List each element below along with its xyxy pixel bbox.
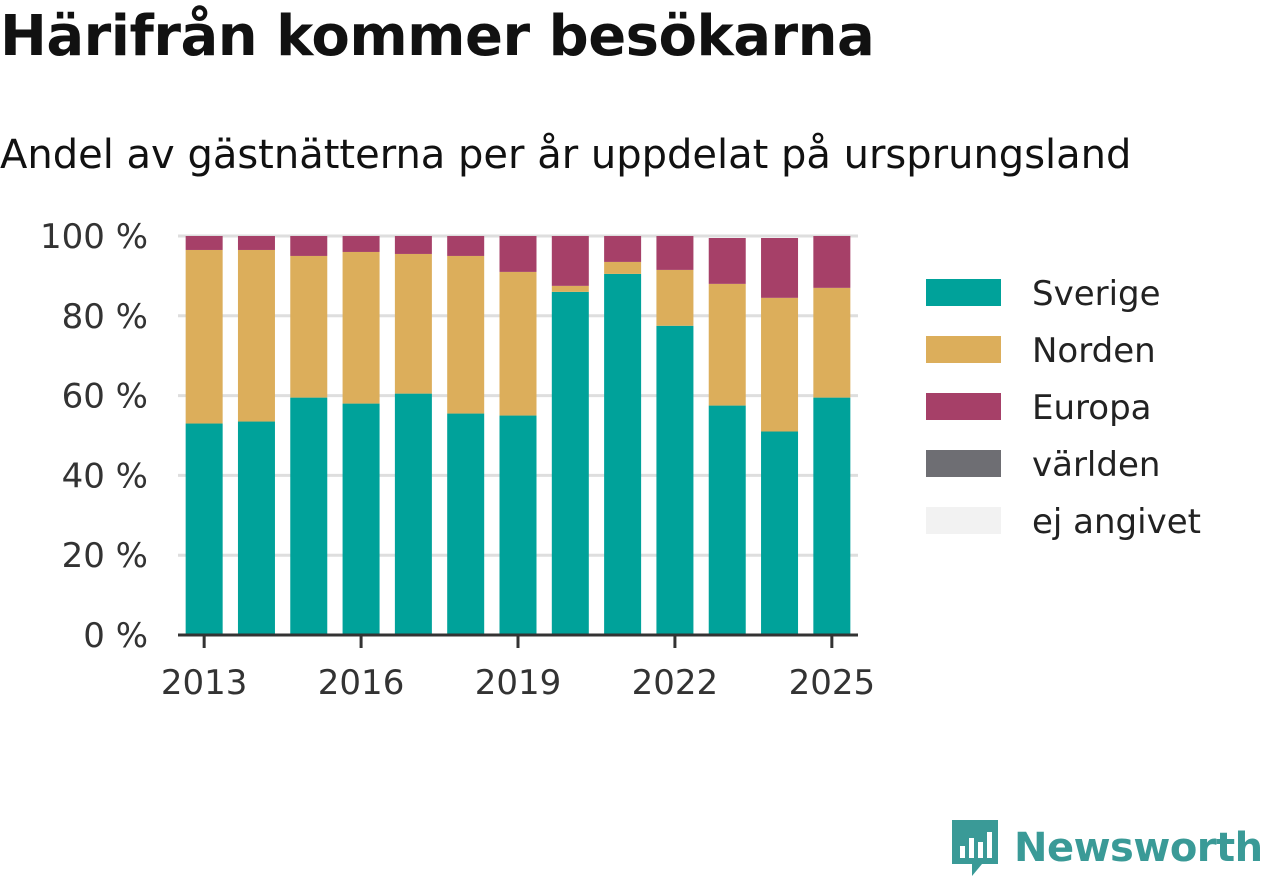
legend-label: Europa bbox=[1032, 388, 1151, 428]
brand-name: Newsworthy bbox=[1014, 825, 1262, 871]
bar-segment-norden-2022 bbox=[656, 269, 694, 326]
bar-segment-norden-2014 bbox=[237, 249, 275, 422]
legend-swatch bbox=[926, 507, 1001, 534]
bars bbox=[185, 236, 851, 635]
bar-segment-europa-2016 bbox=[342, 236, 380, 252]
y-tick-label: 40 % bbox=[62, 456, 148, 496]
y-tick-label: 60 % bbox=[62, 377, 148, 417]
bar-segment-norden-2025 bbox=[813, 287, 851, 398]
chart-title: Härifrån kommer besökarna bbox=[0, 4, 875, 69]
bar-segment-sverige-2015 bbox=[290, 397, 328, 635]
bar-segment-europa-2019 bbox=[499, 236, 537, 272]
legend: Sverige Norden Europa världen ej angivet bbox=[926, 274, 1201, 542]
bar-segment-europa-2023 bbox=[708, 237, 746, 284]
bar-segment-europa-2024 bbox=[761, 237, 799, 298]
bar-segment-norden-2017 bbox=[394, 253, 432, 394]
bar-segment-europa-2022 bbox=[656, 236, 694, 270]
bar-segment-norden-2024 bbox=[761, 297, 799, 432]
chart-subtitle: Andel av gästnätterna per år uppdelat på… bbox=[0, 132, 1132, 178]
y-tick-label: 100 % bbox=[40, 217, 148, 257]
legend-label: Norden bbox=[1032, 331, 1156, 371]
x-tick-label: 2022 bbox=[632, 663, 719, 703]
bar-segment-sverige-2024 bbox=[761, 431, 799, 635]
bar-segment-europa-2013 bbox=[185, 236, 223, 250]
bar-segment-norden-2016 bbox=[342, 251, 380, 404]
x-tick-label: 2013 bbox=[161, 663, 248, 703]
newsworthy-logo-icon bbox=[952, 820, 998, 876]
bar-segment-norden-2018 bbox=[447, 255, 485, 414]
bar-segment-sverige-2019 bbox=[499, 415, 537, 635]
bar-segment-sverige-2014 bbox=[237, 421, 275, 635]
bar-segment-sverige-2023 bbox=[708, 405, 746, 635]
bar-segment-sverige-2020 bbox=[551, 291, 589, 635]
y-tick-label: 0 % bbox=[83, 616, 148, 656]
bar-segment-sverige-2025 bbox=[813, 397, 851, 635]
bar-segment-europa-2014 bbox=[237, 236, 275, 250]
x-tick-label: 2019 bbox=[475, 663, 562, 703]
brand-logo: Newsworthy bbox=[950, 818, 1262, 878]
bar-segment-europa-2021 bbox=[604, 236, 642, 262]
x-tick-label: 2016 bbox=[318, 663, 405, 703]
y-axis: 0 % 20 % 40 % 60 % 80 % 100 % bbox=[40, 217, 148, 656]
legend-label: Sverige bbox=[1032, 274, 1161, 314]
x-tick-label: 2025 bbox=[789, 663, 876, 703]
bar-segment-norden-2021 bbox=[604, 261, 642, 274]
bar-segment-norden-2015 bbox=[290, 255, 328, 398]
bar-segment-europa-2020 bbox=[551, 236, 589, 286]
bar-segment-sverige-2022 bbox=[656, 325, 694, 635]
legend-swatch bbox=[926, 279, 1001, 306]
legend-swatch bbox=[926, 393, 1001, 420]
bar-segment-norden-2013 bbox=[185, 249, 223, 424]
y-tick-label: 80 % bbox=[62, 297, 148, 337]
legend-label: världen bbox=[1032, 445, 1160, 485]
bar-segment-europa-2017 bbox=[394, 236, 432, 254]
bar-segment-europa-2015 bbox=[290, 236, 328, 256]
bar-segment-sverige-2021 bbox=[604, 273, 642, 635]
bar-segment-sverige-2018 bbox=[447, 413, 485, 635]
bar-segment-norden-2019 bbox=[499, 271, 537, 416]
bar-segment-sverige-2013 bbox=[185, 423, 223, 635]
bar-segment-norden-2020 bbox=[551, 285, 589, 292]
legend-swatch bbox=[926, 450, 1001, 477]
legend-swatch bbox=[926, 336, 1001, 363]
bar-segment-norden-2023 bbox=[708, 283, 746, 406]
bar-segment-sverige-2016 bbox=[342, 403, 380, 635]
bar-segment-europa-2018 bbox=[447, 236, 485, 256]
bar-segment-sverige-2017 bbox=[394, 393, 432, 635]
x-axis: 2013 2016 2019 2022 2025 bbox=[161, 633, 876, 703]
y-tick-label: 20 % bbox=[62, 536, 148, 576]
bar-segment-europa-2025 bbox=[813, 236, 851, 288]
legend-label: ej angivet bbox=[1032, 502, 1201, 542]
